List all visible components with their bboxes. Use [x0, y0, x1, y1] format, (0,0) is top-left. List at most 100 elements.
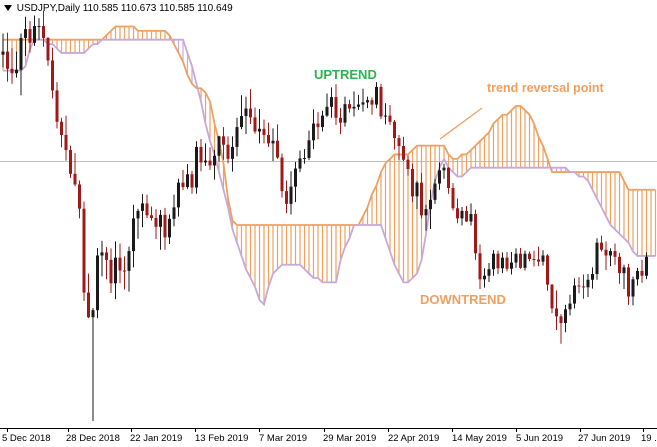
candle[interactable] [298, 150, 302, 173]
candle[interactable] [537, 246, 540, 267]
candle[interactable] [145, 194, 149, 218]
candle[interactable] [631, 276, 635, 306]
candle[interactable] [186, 164, 189, 189]
candle[interactable] [325, 93, 329, 117]
candle[interactable] [541, 250, 545, 266]
candle[interactable] [60, 117, 63, 148]
candle[interactable] [118, 243, 122, 284]
candle[interactable] [438, 162, 441, 190]
candle[interactable] [78, 180, 81, 219]
candle[interactable] [249, 89, 252, 124]
candle[interactable] [375, 82, 378, 109]
candle[interactable] [73, 153, 77, 187]
candle[interactable] [168, 214, 171, 245]
candle[interactable] [82, 201, 86, 301]
candle[interactable] [496, 250, 500, 275]
time-axis[interactable]: 5 Dec 2018 28 Dec 2018 22 Jan 2019 13 Fe… [0, 428, 657, 447]
candle[interactable] [573, 278, 576, 309]
candle[interactable] [253, 107, 257, 134]
candle[interactable] [487, 262, 491, 282]
candle[interactable] [51, 47, 54, 99]
candle[interactable] [528, 251, 531, 262]
candle[interactable] [312, 109, 315, 150]
candle[interactable] [64, 115, 68, 161]
candle[interactable] [114, 241, 117, 300]
candle[interactable] [523, 250, 527, 271]
candle[interactable] [388, 105, 392, 125]
candle[interactable] [627, 263, 630, 305]
candle[interactable] [195, 141, 198, 194]
candle[interactable] [348, 99, 351, 113]
candle[interactable] [568, 294, 572, 316]
candle[interactable] [127, 246, 131, 292]
candle[interactable] [231, 136, 234, 172]
candle[interactable] [546, 254, 549, 291]
candle[interactable] [564, 304, 567, 333]
candle[interactable] [595, 238, 599, 280]
candle[interactable] [28, 21, 32, 53]
candle[interactable] [582, 274, 585, 299]
candle[interactable] [280, 153, 284, 198]
candle[interactable] [199, 138, 203, 172]
candle[interactable] [190, 170, 194, 194]
candle[interactable] [24, 16, 27, 57]
candle[interactable] [46, 37, 50, 66]
candle[interactable] [154, 209, 158, 240]
candle[interactable] [87, 273, 90, 319]
candle[interactable] [483, 268, 486, 288]
candle[interactable] [55, 82, 59, 129]
candle[interactable] [208, 147, 212, 170]
candle[interactable] [357, 94, 360, 110]
candle[interactable] [159, 210, 162, 250]
candles[interactable] [1, 10, 649, 421]
candle[interactable] [303, 149, 306, 164]
candle[interactable] [181, 169, 185, 191]
candle[interactable] [411, 163, 414, 203]
candle[interactable] [132, 204, 135, 268]
dropdown-triangle-icon[interactable] [4, 5, 12, 12]
candle[interactable] [258, 108, 261, 144]
candle[interactable] [519, 247, 522, 269]
candle[interactable] [213, 150, 216, 180]
candle[interactable] [294, 161, 297, 203]
candle[interactable] [532, 250, 536, 267]
candle[interactable] [505, 251, 509, 272]
candle[interactable] [217, 135, 221, 162]
candle[interactable] [330, 87, 333, 118]
candle[interactable] [460, 206, 464, 226]
candle[interactable] [289, 171, 293, 215]
candle[interactable] [150, 206, 153, 221]
candle[interactable] [69, 145, 72, 178]
candle[interactable] [429, 189, 432, 230]
candle[interactable] [465, 206, 468, 222]
candle[interactable] [37, 18, 41, 40]
candle[interactable] [222, 127, 225, 160]
candle[interactable] [42, 10, 45, 47]
candle[interactable] [636, 267, 639, 286]
candle[interactable] [469, 203, 473, 226]
candle[interactable] [433, 178, 437, 204]
candle[interactable] [334, 84, 338, 125]
candle[interactable] [339, 108, 342, 135]
candle[interactable] [235, 117, 239, 157]
candle[interactable] [600, 235, 603, 252]
candle[interactable] [244, 96, 248, 135]
candle[interactable] [352, 91, 356, 117]
candle[interactable] [604, 241, 608, 271]
candle[interactable] [492, 250, 495, 276]
candle[interactable] [177, 178, 180, 217]
candle[interactable] [240, 95, 243, 130]
candle[interactable] [123, 256, 126, 290]
candle[interactable] [613, 243, 617, 265]
candle[interactable] [406, 155, 410, 176]
candle[interactable] [402, 136, 405, 162]
candle[interactable] [379, 83, 383, 120]
candle[interactable] [609, 248, 612, 267]
candle[interactable] [442, 163, 446, 179]
candle[interactable] [276, 124, 279, 159]
candle[interactable] [478, 244, 482, 290]
candle[interactable] [343, 96, 347, 127]
candle[interactable] [321, 110, 324, 132]
candle[interactable] [141, 194, 144, 228]
